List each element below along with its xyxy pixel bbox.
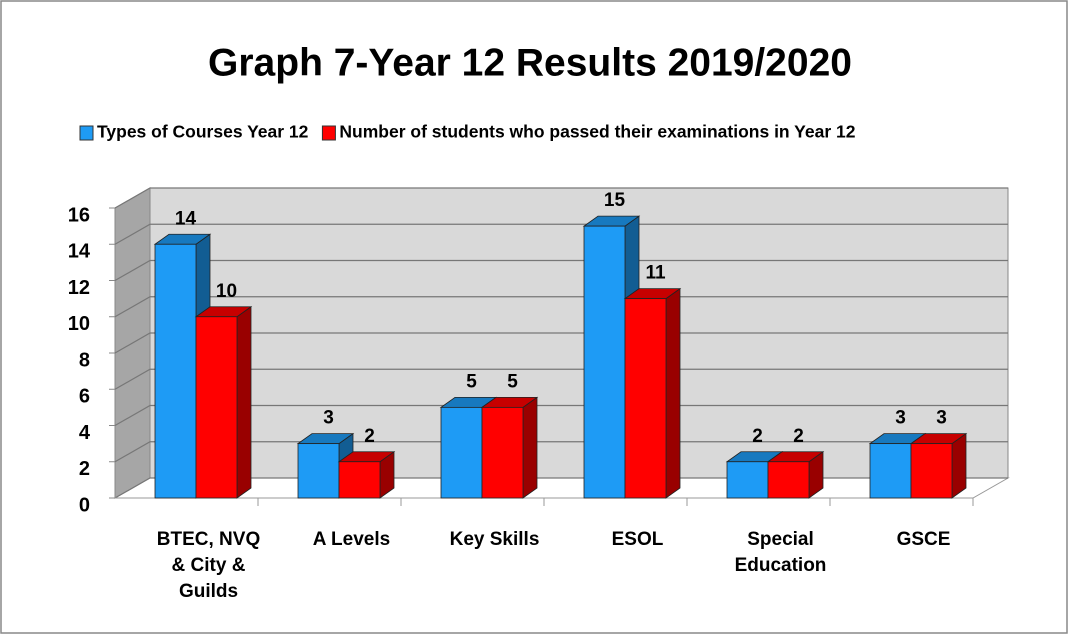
bar bbox=[726, 461, 769, 499]
data-label: 11 bbox=[645, 263, 666, 284]
data-label: 15 bbox=[604, 190, 626, 211]
data-label: 5 bbox=[466, 371, 477, 392]
data-label: 10 bbox=[216, 281, 237, 302]
grid-line bbox=[114, 187, 1008, 209]
data-label: 14 bbox=[175, 208, 197, 229]
grid-line bbox=[114, 441, 1008, 463]
x-tick-label: BTEC, NVQ & City & Guilds bbox=[156, 529, 261, 602]
data-label: 3 bbox=[323, 408, 334, 429]
x-tick-label: Special Education bbox=[734, 529, 827, 576]
bar bbox=[338, 461, 381, 499]
bar bbox=[154, 243, 197, 499]
bar bbox=[481, 406, 524, 499]
y-tick-label: 4 bbox=[79, 422, 91, 444]
grid-line bbox=[114, 259, 1008, 282]
y-tick-label: 2 bbox=[79, 458, 90, 480]
bar bbox=[910, 443, 953, 499]
data-label: 2 bbox=[793, 426, 804, 447]
grid-line bbox=[114, 368, 1008, 390]
x-tick-label: ESOL bbox=[611, 529, 664, 550]
bar-side bbox=[522, 396, 538, 499]
y-tick-label: 12 bbox=[68, 277, 90, 299]
chart-title: Graph 7-Year 12 Results 2019/2020 bbox=[208, 41, 852, 84]
legend-swatch bbox=[321, 125, 336, 141]
bar-side bbox=[236, 305, 252, 499]
y-tick-label: 6 bbox=[79, 386, 90, 408]
bar bbox=[869, 443, 912, 499]
grid-line bbox=[114, 296, 1008, 318]
data-label: 2 bbox=[752, 426, 763, 447]
y-tick-label: 0 bbox=[79, 494, 90, 516]
bar-side bbox=[951, 432, 967, 499]
y-tick-label: 14 bbox=[68, 241, 91, 263]
data-label: 3 bbox=[895, 408, 906, 429]
grid-line bbox=[114, 477, 1008, 499]
grid-line bbox=[114, 332, 1008, 354]
bar bbox=[624, 298, 667, 499]
data-label: 3 bbox=[936, 408, 947, 429]
legend-label: Types of Courses Year 12 bbox=[97, 122, 309, 142]
bar bbox=[195, 316, 238, 499]
data-label: 2 bbox=[364, 426, 375, 447]
x-tick-label: GSCE bbox=[896, 529, 951, 550]
legend-swatch bbox=[79, 125, 94, 141]
bar bbox=[583, 225, 626, 499]
y-tick-label: 16 bbox=[68, 204, 90, 226]
y-tick-label: 8 bbox=[79, 349, 90, 371]
x-tick-label: Key Skills bbox=[449, 529, 540, 550]
grid-line bbox=[114, 404, 1008, 427]
x-tick-label: A Levels bbox=[312, 529, 391, 550]
data-label: 5 bbox=[507, 371, 518, 392]
bar bbox=[297, 443, 340, 499]
bar-side bbox=[665, 287, 681, 499]
legend-label: Number of students who passed their exam… bbox=[339, 122, 855, 142]
bar bbox=[767, 461, 810, 499]
y-tick-label: 10 bbox=[68, 313, 90, 335]
bar bbox=[440, 406, 483, 499]
grid-line bbox=[114, 223, 1008, 245]
